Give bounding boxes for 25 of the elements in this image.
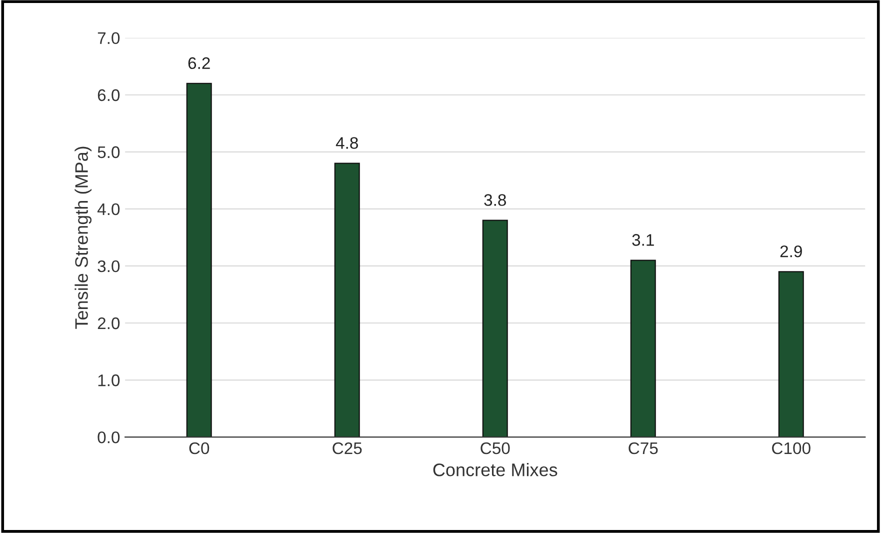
- y-tick-label: 7.0: [98, 32, 120, 44]
- x-tick-label: C50: [480, 442, 510, 454]
- y-tick-label: 4.0: [97, 203, 120, 216]
- bar: [334, 162, 360, 438]
- data-label: 3.8: [484, 194, 506, 206]
- bar: [630, 260, 656, 438]
- data-label: 4.8: [336, 137, 358, 149]
- bar: [778, 271, 804, 438]
- y-axis-title: Tensile Strength (MPa): [74, 146, 92, 329]
- x-tick-label: C100: [772, 442, 810, 454]
- y-tick-label: 0.0: [98, 431, 120, 444]
- y-tick-label: 1.0: [98, 374, 120, 386]
- y-tick-label: 5.0: [98, 146, 120, 158]
- data-label: 2.9: [780, 245, 802, 258]
- x-axis-title: Concrete Mixes: [433, 463, 558, 476]
- data-label: 6.2: [188, 57, 210, 70]
- y-tick-label: 6.0: [98, 89, 120, 102]
- x-tick-label: C25: [332, 442, 362, 454]
- bar: [186, 82, 212, 438]
- x-tick-label: C75: [628, 442, 658, 454]
- bar: [482, 220, 508, 438]
- y-tick-label: 3.0: [98, 260, 120, 272]
- y-tick-label: 2.0: [98, 317, 120, 330]
- data-label: 3.1: [632, 234, 654, 246]
- x-tick-label: C0: [189, 442, 210, 454]
